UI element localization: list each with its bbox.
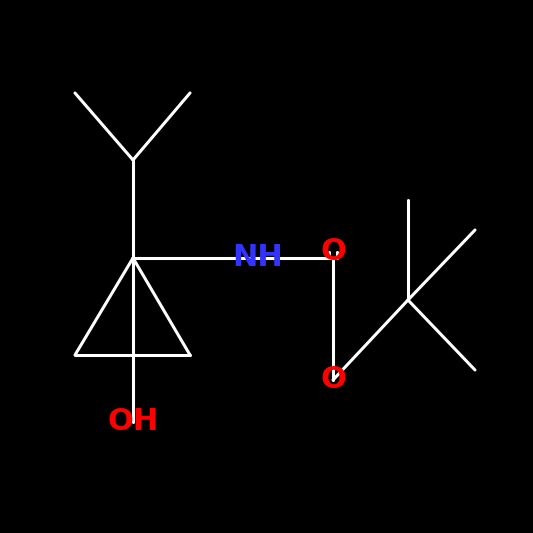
Text: OH: OH xyxy=(107,408,159,437)
Text: O: O xyxy=(320,366,346,394)
Text: NH: NH xyxy=(232,244,284,272)
Text: O: O xyxy=(320,238,346,266)
